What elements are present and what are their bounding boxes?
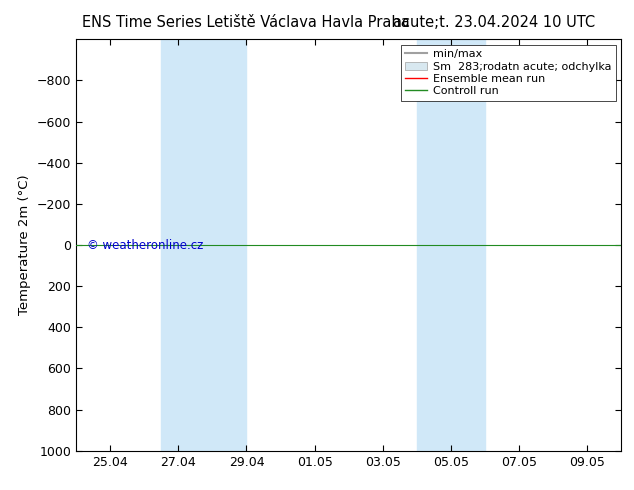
- Text: acute;t. 23.04.2024 10 UTC: acute;t. 23.04.2024 10 UTC: [393, 15, 595, 30]
- Y-axis label: Temperature 2m (°C): Temperature 2m (°C): [18, 175, 31, 315]
- Legend: min/max, Sm  283;rodatn acute; odchylka, Ensemble mean run, Controll run: min/max, Sm 283;rodatn acute; odchylka, …: [401, 45, 616, 101]
- Bar: [417, 39, 485, 451]
- Text: © weatheronline.cz: © weatheronline.cz: [87, 239, 204, 252]
- Text: ENS Time Series Letiště Václava Havla Praha: ENS Time Series Letiště Václava Havla Pr…: [82, 15, 410, 30]
- Bar: [161, 39, 247, 451]
